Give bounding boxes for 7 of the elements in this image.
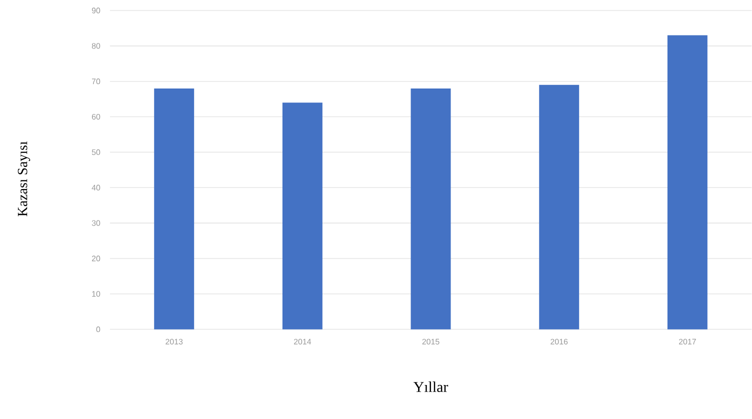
bar bbox=[282, 102, 322, 330]
bar bbox=[539, 85, 580, 330]
bar bbox=[410, 88, 451, 330]
x-axis-title: Yıllar bbox=[414, 382, 448, 392]
bar bbox=[667, 35, 708, 330]
y-axis-title: Kazası Sayısı bbox=[18, 142, 30, 216]
bar bbox=[154, 88, 194, 330]
